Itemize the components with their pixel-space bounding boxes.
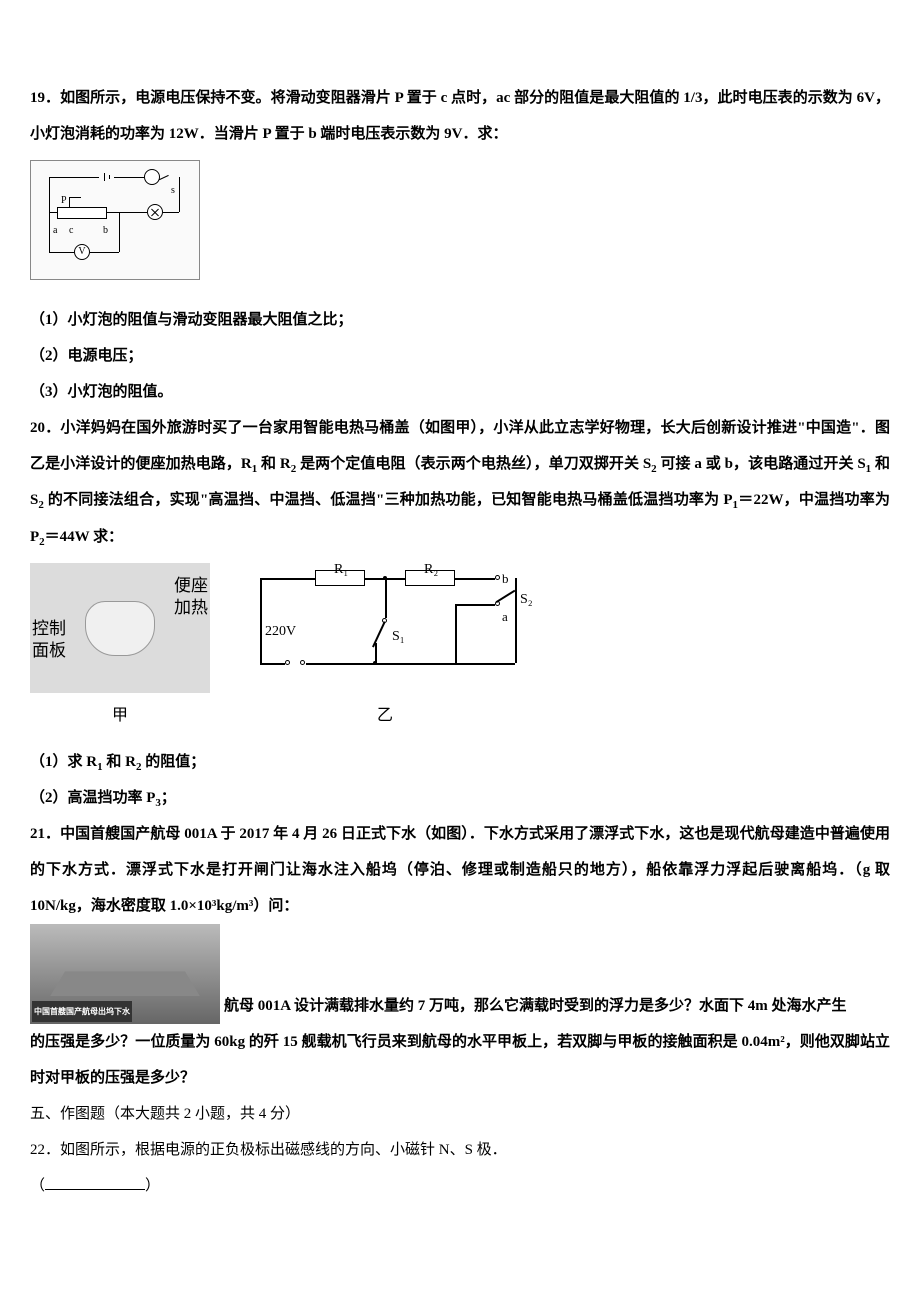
q20-sub2: （2）高温挡功率 P3；	[30, 780, 890, 816]
label-s1: S₁	[392, 620, 405, 654]
q22-blank: （）	[30, 1168, 890, 1204]
label-b-yi: b	[502, 563, 509, 594]
q21-text2: 航母 001A 设计满载排水量约 7 万吨，那么它满载时受到的浮力是多少？水面下…	[224, 998, 847, 1014]
q20-sub1: （1）求 R1 和 R2 的阻值；	[30, 744, 890, 780]
label-r2: R₂	[424, 553, 438, 587]
voltmeter-icon: V	[74, 244, 90, 260]
label-a: a	[53, 219, 57, 243]
label-p: P	[61, 189, 67, 213]
q21-text2-line: 中国首艘国产航母出坞下水 航母 001A 设计满载排水量约 7 万吨，那么它满载…	[30, 924, 890, 1024]
q20-images: 控制 面板 便座 加热 甲 R₁ R₂ b a S₂	[30, 563, 890, 735]
toilet-image: 控制 面板 便座 加热	[30, 563, 210, 693]
label-a-yi: a	[502, 601, 508, 632]
q19-sub1: （1）小灯泡的阻值与滑动变阻器最大阻值之比；	[30, 302, 890, 338]
toilet-shape-icon	[85, 601, 155, 656]
circuit-yi-diagram: R₁ R₂ b a S₂ S₁ 2	[240, 563, 530, 693]
label-jia: 甲	[30, 697, 210, 735]
label-r1: R₁	[334, 553, 348, 587]
section5-heading: 五、作图题（本大题共 2 小题，共 4 分）	[30, 1096, 890, 1132]
label-c: c	[69, 219, 73, 243]
q21-text3: 的压强是多少？一位质量为 60kg 的歼 15 舰载机飞行员来到航母的水平甲板上…	[30, 1024, 890, 1096]
q21-text: 21．中国首艘国产航母 001A 于 2017 年 4 月 26 日正式下水（如…	[30, 816, 890, 924]
q19-sub2: （2）电源电压；	[30, 338, 890, 374]
q19-sub3: （3）小灯泡的阻值。	[30, 374, 890, 410]
ship-caption: 中国首艘国产航母出坞下水	[32, 1001, 132, 1022]
q20-text: 20．小洋妈妈在国外旅游时买了一台家用智能电热马桶盖（如图甲），小洋从此立志学好…	[30, 410, 890, 555]
ship-image: 中国首艘国产航母出坞下水	[30, 924, 220, 1024]
label-s2: S₂	[520, 583, 533, 617]
label-control-panel: 控制 面板	[32, 618, 66, 662]
blank-line	[45, 1175, 145, 1190]
label-yi: 乙	[240, 697, 530, 735]
q22-text: 22．如图所示，根据电源的正负极标出磁感线的方向、小磁针 N、S 极．	[30, 1132, 890, 1168]
label-b: b	[103, 219, 108, 243]
label-220v: 220V	[265, 615, 296, 649]
q19-circuit-diagram: s P a c b V	[30, 160, 200, 280]
label-s: s	[171, 179, 175, 203]
q19-text: 19．如图所示，电源电压保持不变。将滑动变阻器滑片 P 置于 c 点时，ac 部…	[30, 80, 890, 152]
label-seat-heat: 便座 加热	[174, 575, 208, 619]
